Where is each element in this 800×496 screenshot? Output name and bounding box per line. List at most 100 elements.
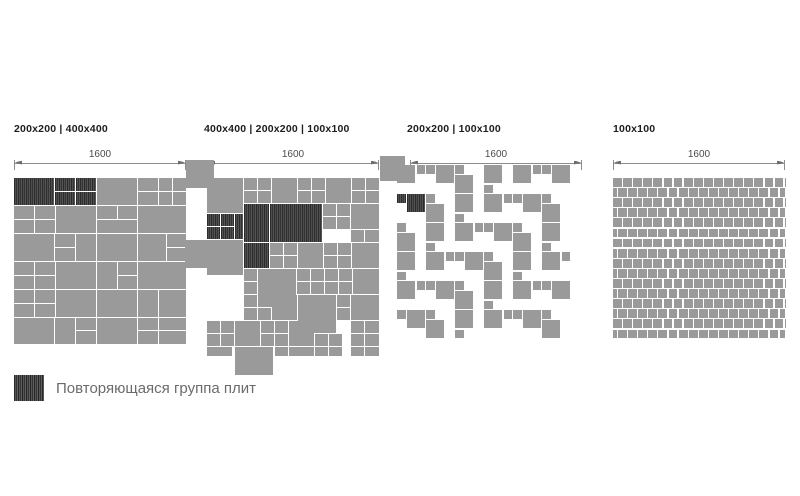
- tile: [744, 238, 754, 248]
- tile: [673, 238, 683, 248]
- tile: [483, 164, 502, 183]
- tile: [407, 193, 426, 212]
- tile: [138, 178, 158, 191]
- tile: [759, 208, 769, 218]
- tile: [774, 319, 784, 329]
- tile: [678, 309, 688, 319]
- tile: [744, 198, 754, 208]
- tile: [658, 268, 668, 278]
- dimension-tick-left: [613, 157, 614, 170]
- tile: [235, 214, 243, 239]
- legend: Повторяющаяся группа плит: [14, 375, 256, 401]
- tile: [703, 299, 713, 309]
- tile: [244, 308, 257, 320]
- dimension-label-wrap: 1600: [14, 149, 186, 160]
- tile: [683, 258, 693, 268]
- tile: [779, 268, 785, 278]
- tile: [465, 251, 484, 270]
- tile: [618, 188, 627, 197]
- tile: [76, 192, 96, 205]
- tile: [668, 309, 678, 319]
- dimension-label-wrap: 1600: [613, 149, 785, 160]
- dimension-label-2: 1600: [277, 149, 309, 160]
- tile: [683, 238, 693, 248]
- tile: [315, 347, 328, 356]
- tile: [628, 309, 638, 319]
- tile: [221, 214, 234, 226]
- tile: [14, 318, 54, 344]
- tile: [708, 268, 718, 278]
- tile: [774, 178, 784, 187]
- tile: [754, 198, 764, 208]
- tile: [759, 268, 769, 278]
- tile: [339, 282, 352, 294]
- tile: [764, 279, 774, 288]
- tile: [643, 258, 653, 268]
- tile: [138, 192, 158, 205]
- tile: [663, 218, 673, 228]
- tile: [351, 334, 364, 346]
- tile: [425, 193, 435, 203]
- tile: [55, 234, 75, 247]
- tile: [353, 269, 379, 294]
- tile: [724, 299, 733, 309]
- tile: [678, 228, 688, 238]
- tile: [244, 282, 257, 294]
- tile: [352, 178, 365, 190]
- tile: [56, 206, 96, 233]
- tile: [258, 308, 271, 320]
- tile: [663, 198, 673, 208]
- tile: [673, 218, 683, 228]
- tile: [613, 178, 622, 187]
- tile: [503, 193, 513, 203]
- tile: [693, 198, 703, 208]
- tile: [221, 334, 234, 346]
- tile: [138, 331, 158, 344]
- tile: [138, 262, 186, 289]
- dimension-arrow-right-icon: [574, 160, 581, 165]
- tile: [729, 329, 739, 339]
- tile: [739, 228, 749, 238]
- tile: [759, 309, 769, 319]
- pattern-title-1: 200x200 | 400x400: [14, 123, 108, 135]
- tile: [754, 238, 764, 248]
- dimension-bar: [410, 163, 582, 164]
- tile: [683, 319, 693, 329]
- tile: [483, 309, 502, 328]
- pattern-title-4: 100x100: [613, 123, 656, 135]
- tile: [648, 289, 658, 298]
- tile: [764, 218, 774, 228]
- tile: [532, 280, 542, 290]
- dimension-tick-left: [410, 157, 411, 170]
- tile: [739, 329, 749, 339]
- tile: [138, 234, 166, 261]
- tile: [167, 234, 186, 247]
- tile: [416, 164, 426, 174]
- tile: [764, 198, 774, 208]
- tile: [749, 208, 759, 218]
- tile: [235, 321, 260, 346]
- tile: [396, 164, 415, 183]
- tile: [207, 334, 220, 346]
- tile: [729, 268, 739, 278]
- tile: [351, 230, 364, 242]
- tile: [688, 228, 698, 238]
- tile: [483, 222, 493, 232]
- tile: [749, 188, 759, 197]
- dimension-line-4: 1600: [613, 149, 785, 170]
- tile: [35, 304, 55, 317]
- tile: [541, 280, 551, 290]
- tile: [272, 178, 297, 203]
- tile: [396, 233, 415, 252]
- tile: [698, 248, 708, 258]
- tile: [693, 258, 703, 268]
- tile: [774, 299, 784, 309]
- tile: [618, 228, 627, 238]
- tile: [207, 321, 220, 333]
- tile: [523, 193, 542, 212]
- tile: [483, 193, 502, 212]
- tile: [483, 300, 493, 310]
- tile: [719, 268, 728, 278]
- tile: [454, 222, 473, 241]
- tile: [648, 248, 658, 258]
